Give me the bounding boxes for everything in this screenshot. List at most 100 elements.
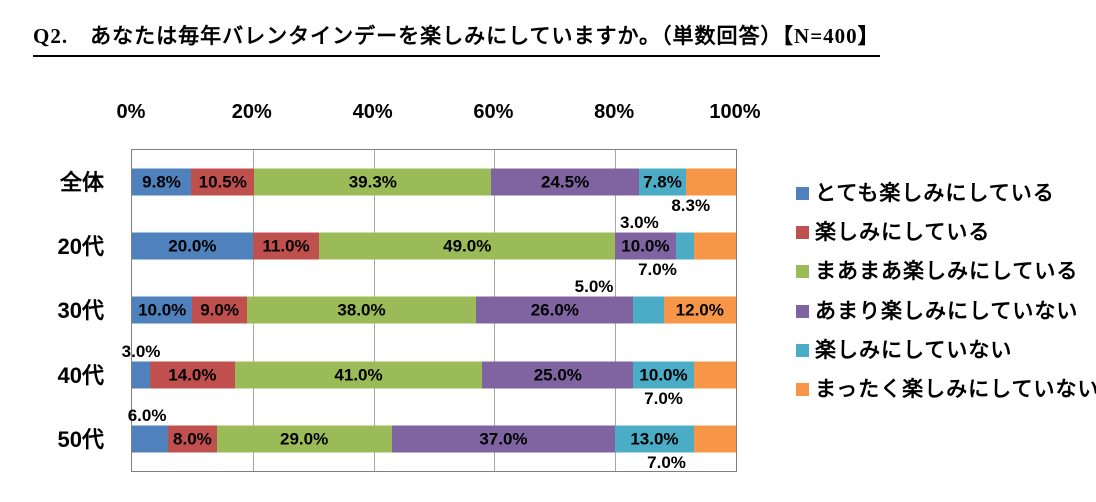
bar-segment: 10.0%	[633, 361, 694, 389]
bar-segment: 25.0%	[482, 361, 634, 389]
stacked-bar: 10.0% 9.0% 38.0% 26.0% 12.0%	[132, 296, 737, 324]
legend-item: まあまあ楽しみにしている	[796, 259, 1096, 284]
bar-segment	[675, 232, 694, 260]
segment-label: 29.0%	[280, 429, 329, 449]
legend-swatch	[796, 226, 809, 240]
category-label: 20代	[57, 234, 104, 260]
bar-row: 20.0% 11.0% 49.0% 10.0% 3.0% 7.0%	[132, 214, 736, 278]
bar-segment: 14.0%	[150, 361, 235, 389]
bar-segment: 37.0%	[391, 425, 616, 453]
bar-segment: 38.0%	[246, 296, 477, 324]
callout-label: 6.0%	[127, 405, 167, 425]
bar-segment: 26.0%	[476, 296, 634, 324]
legend-item: とても楽しみにしている	[796, 181, 1096, 206]
segment-label: 10.0%	[639, 365, 688, 385]
legend-swatch	[796, 343, 809, 357]
segment-label: 10.0%	[138, 300, 187, 320]
bar-segment	[693, 232, 736, 260]
x-axis: 0% 20% 40% 60% 80% 100%	[117, 101, 761, 129]
bar-segment	[693, 361, 737, 389]
bar-segment: 11.0%	[252, 232, 320, 260]
segment-label: 37.0%	[479, 429, 528, 449]
category-label: 50代	[57, 426, 104, 452]
bar-segment: 10.0%	[615, 232, 676, 260]
category-label: 全体	[59, 170, 104, 196]
legend-label: あまり楽しみにしていない	[815, 299, 1079, 323]
legend-label: 楽しみにしていない	[815, 338, 1013, 362]
bar-segment: 7.8%	[638, 168, 686, 196]
x-tick-label: 100%	[709, 101, 761, 123]
plot-area: 9.8% 10.5% 39.3% 24.5% 7.8% 8.3% 20.0% 11.0% 49.…	[122, 149, 737, 472]
legend: とても楽しみにしている 楽しみにしているまあまあ楽しみにしている あまり楽しみにして…	[796, 181, 1096, 402]
segment-label: 8.0%	[173, 429, 212, 449]
bar-segment: 8.0%	[168, 425, 217, 453]
bar-segment	[693, 425, 736, 453]
segment-label: 14.0%	[168, 365, 217, 385]
bar-segment	[132, 425, 169, 453]
segment-label: 11.0%	[262, 236, 310, 256]
segment-label: 12.0%	[675, 300, 724, 320]
stacked-bar: 8.0% 29.0% 37.0% 13.0%	[132, 425, 736, 453]
bar-segment	[685, 168, 736, 196]
x-tick-label: 0%	[116, 101, 146, 123]
segment-label: 10.5%	[198, 172, 247, 192]
segment-label: 13.0%	[630, 429, 679, 449]
legend-label: とても楽しみにしている	[815, 182, 1055, 205]
bar-segment: 10.0%	[132, 296, 193, 324]
bar-segment: 9.8%	[132, 168, 192, 196]
bar-row: 10.0% 9.0% 38.0% 26.0% 12.0% 5.0%	[132, 277, 737, 342]
segment-label: 39.3%	[348, 172, 397, 192]
bar-segment: 24.5%	[491, 168, 639, 196]
bar-segment	[633, 296, 664, 324]
segment-label: 10.0%	[621, 236, 670, 256]
bar-segment: 49.0%	[319, 232, 616, 260]
bar-segment	[132, 361, 151, 389]
callout-label: 7.0%	[638, 260, 677, 280]
legend-item: まったく楽しみにしていない	[796, 377, 1096, 402]
chart-title: Q2. あなたは毎年バレンタインデーを楽しみにしていますか。（単数回答）【N=4…	[33, 20, 880, 57]
legend-swatch	[796, 383, 809, 397]
stacked-bar: 20.0% 11.0% 49.0% 10.0%	[132, 232, 736, 260]
bar-row: 8.0% 29.0% 37.0% 13.0% 6.0% 7.0%	[128, 407, 736, 472]
callout-label: 5.0%	[574, 277, 614, 297]
bar-segment: 39.3%	[254, 168, 492, 196]
legend-label: 楽しみにしている	[815, 221, 991, 245]
segment-label: 9.0%	[200, 300, 239, 320]
stacked-bar: 9.8% 10.5% 39.3% 24.5% 7.8%	[132, 168, 736, 196]
segment-label: 41.0%	[334, 365, 383, 385]
stacked-bar: 14.0% 41.0% 25.0% 10.0%	[132, 361, 737, 389]
segment-label: 7.8%	[643, 172, 682, 192]
bar-row: 9.8% 10.5% 39.3% 24.5% 7.8% 8.3%	[132, 150, 736, 214]
x-tick-label: 80%	[594, 101, 635, 123]
legend-item: あまり楽しみにしていない	[796, 299, 1096, 324]
segment-label: 49.0%	[443, 236, 492, 256]
bar-segment: 10.5%	[191, 168, 255, 196]
segment-label: 26.0%	[530, 300, 579, 320]
segment-label: 24.5%	[541, 172, 590, 192]
legend-label: まあまあ楽しみにしている	[815, 260, 1079, 284]
x-tick-label: 40%	[352, 101, 393, 123]
bar-segment: 29.0%	[216, 425, 392, 453]
x-tick-label: 20%	[231, 101, 272, 123]
legend-swatch	[796, 265, 809, 279]
category-label: 40代	[57, 362, 104, 388]
legend-swatch	[796, 304, 809, 318]
callout-label: 7.0%	[644, 388, 683, 408]
segment-label: 20.0%	[168, 236, 217, 256]
bar-segment: 9.0%	[192, 296, 247, 324]
category-label: 30代	[57, 298, 104, 324]
bar-segment: 20.0%	[132, 232, 253, 260]
legend-label: まったく楽しみにしていない	[815, 377, 1096, 401]
bar-row: 14.0% 41.0% 25.0% 10.0% 3.0% 7.0%	[122, 343, 737, 408]
segment-label: 9.8%	[142, 172, 181, 192]
x-tick-label: 60%	[473, 101, 514, 123]
segment-label: 38.0%	[337, 300, 386, 320]
legend-swatch	[796, 187, 809, 201]
bar-segment: 12.0%	[663, 296, 737, 324]
callout-label: 3.0%	[619, 213, 659, 233]
bar-segment: 13.0%	[615, 425, 694, 453]
callout-label: 7.0%	[647, 452, 686, 472]
bar-segment: 41.0%	[234, 361, 483, 389]
legend-item: 楽しみにしていない	[796, 338, 1096, 363]
legend-item: 楽しみにしている	[796, 220, 1096, 245]
